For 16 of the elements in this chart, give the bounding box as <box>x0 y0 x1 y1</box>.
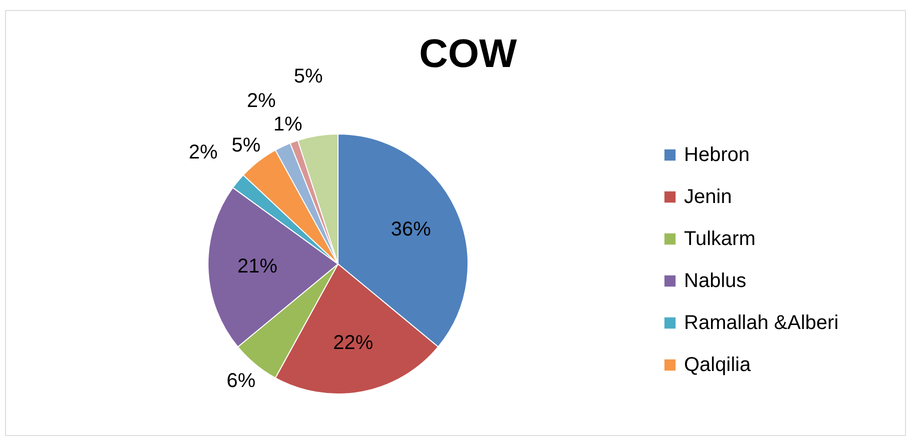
data-label: 5% <box>232 134 261 156</box>
data-label: 5% <box>294 65 323 88</box>
chart-title: COW <box>419 32 518 76</box>
data-label: 6% <box>226 370 256 392</box>
legend-label: Jenin <box>684 186 732 208</box>
legend-label: Nablus <box>684 270 746 292</box>
data-label: 21% <box>237 256 278 278</box>
data-label: 2% <box>188 141 218 164</box>
data-label: 2% <box>246 90 276 112</box>
legend-label: Hebron <box>684 144 750 166</box>
legend-label: Qalqilia <box>684 354 752 376</box>
data-label: 36% <box>390 218 432 241</box>
data-label: 22% <box>333 332 374 354</box>
data-label: 1% <box>273 114 303 136</box>
legend-label: Tulkarm <box>684 228 756 250</box>
legend-label: Ramallah &Alberi <box>684 312 839 334</box>
